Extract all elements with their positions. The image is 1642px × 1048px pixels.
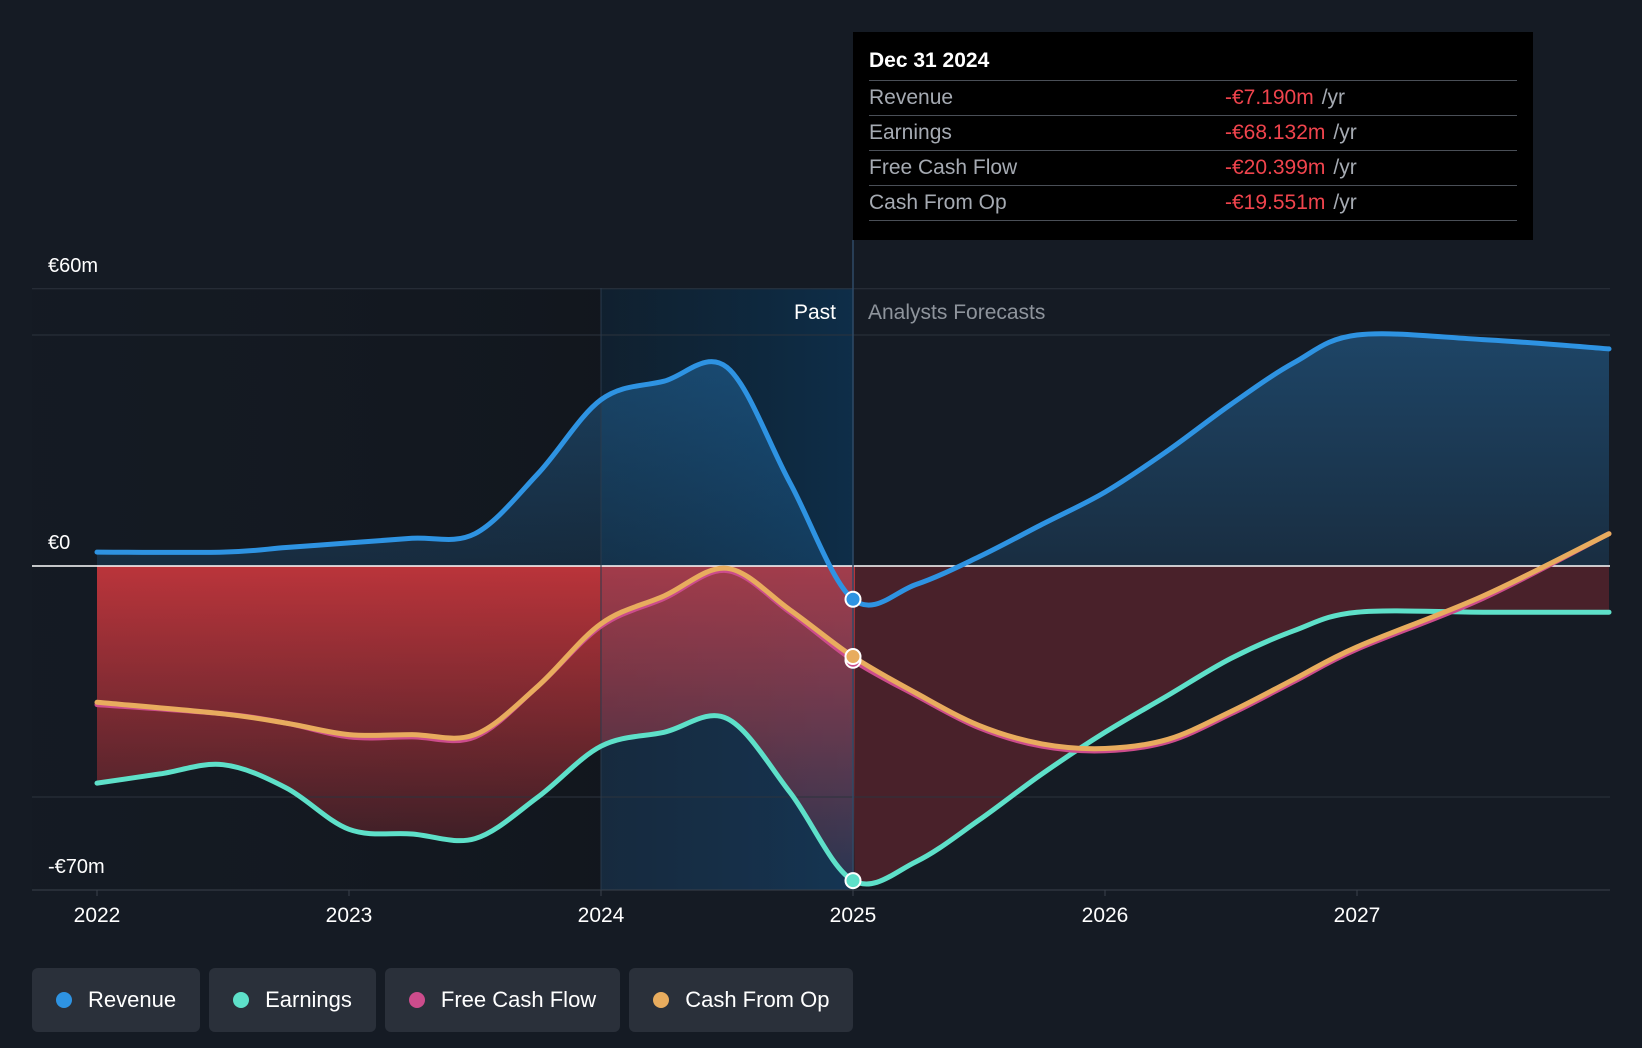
x-tick-label: 2025	[830, 904, 877, 927]
legend-item-cash-from-op[interactable]: Cash From Op	[629, 968, 854, 1032]
revenue-dot-icon	[56, 992, 72, 1008]
highlight-overlay	[601, 566, 853, 890]
revenue-area	[97, 333, 1609, 566]
y-tick-label: €60m	[48, 255, 98, 277]
tooltip-unit: /yr	[1333, 191, 1357, 214]
tooltip-unit: /yr	[1333, 156, 1357, 179]
marker-cash-from-op	[844, 648, 862, 666]
tooltip: Dec 31 2024 Revenue -€7.190m /yr Earning…	[853, 32, 1533, 240]
legend-item-earnings[interactable]: Earnings	[209, 968, 376, 1032]
x-tick-label: 2026	[1082, 904, 1129, 927]
legend-item-free-cash-flow[interactable]: Free Cash Flow	[384, 968, 621, 1032]
forecast-label: Analysts Forecasts	[868, 301, 1045, 324]
legend-label: Cash From Op	[685, 987, 830, 1012]
legend-label: Earnings	[265, 987, 352, 1012]
free-cash-flow-dot-icon	[408, 992, 425, 1008]
x-tick-label: 2027	[1334, 904, 1381, 927]
earnings-area-forecast	[855, 566, 1609, 885]
earnings-dot-icon	[233, 992, 250, 1008]
legend-item-revenue[interactable]: Revenue	[32, 968, 201, 1032]
past-label: Past	[794, 301, 836, 324]
tooltip-row-earnings: Earnings -€68.132m /yr	[869, 115, 1517, 150]
tooltip-value: -€19.551m	[1225, 191, 1326, 214]
revenue-fill	[97, 333, 1609, 566]
earnings-area-past	[97, 566, 855, 882]
legend-label: Revenue	[88, 987, 177, 1012]
tooltip-value: -€20.399m	[1225, 156, 1326, 179]
y-tick-label: €0	[48, 532, 70, 554]
x-tick-label: 2023	[326, 904, 373, 927]
line-revenue	[94, 331, 1612, 608]
legend: Revenue Earnings Free Cash Flow Cash Fro…	[32, 968, 854, 1032]
line-cash-from-op	[94, 531, 1612, 752]
line-earnings	[94, 608, 1612, 887]
tooltip-label: Free Cash Flow	[869, 156, 1018, 179]
y-tick-label: -€70m	[48, 856, 105, 878]
tooltip-value: -€7.190m	[1225, 86, 1314, 109]
marker-revenue	[844, 590, 862, 608]
tooltip-date: Dec 31 2024	[869, 49, 990, 72]
cash-from-op-dot-icon	[653, 992, 670, 1008]
tooltip-row-cash-from-op: Cash From Op -€19.551m /yr	[869, 185, 1517, 221]
legend-label: Free Cash Flow	[440, 987, 597, 1012]
x-tick-label: 2024	[578, 904, 625, 927]
tooltip-unit: /yr	[1333, 121, 1357, 144]
tooltip-label: Earnings	[869, 121, 952, 144]
earnings-fill-past	[97, 566, 855, 882]
marker-earnings	[844, 872, 862, 890]
tooltip-value: -€68.132m	[1225, 121, 1326, 144]
tooltip-label: Cash From Op	[869, 191, 1007, 214]
tooltip-label: Revenue	[869, 86, 954, 109]
tooltip-row-free-cash-flow: Free Cash Flow -€20.399m /yr	[869, 150, 1517, 185]
x-tick-label: 2022	[74, 904, 121, 927]
tooltip-row-revenue: Revenue -€7.190m /yr	[869, 80, 1517, 115]
tooltip-unit: /yr	[1321, 86, 1346, 109]
earnings-fill-forecast	[855, 566, 1609, 885]
